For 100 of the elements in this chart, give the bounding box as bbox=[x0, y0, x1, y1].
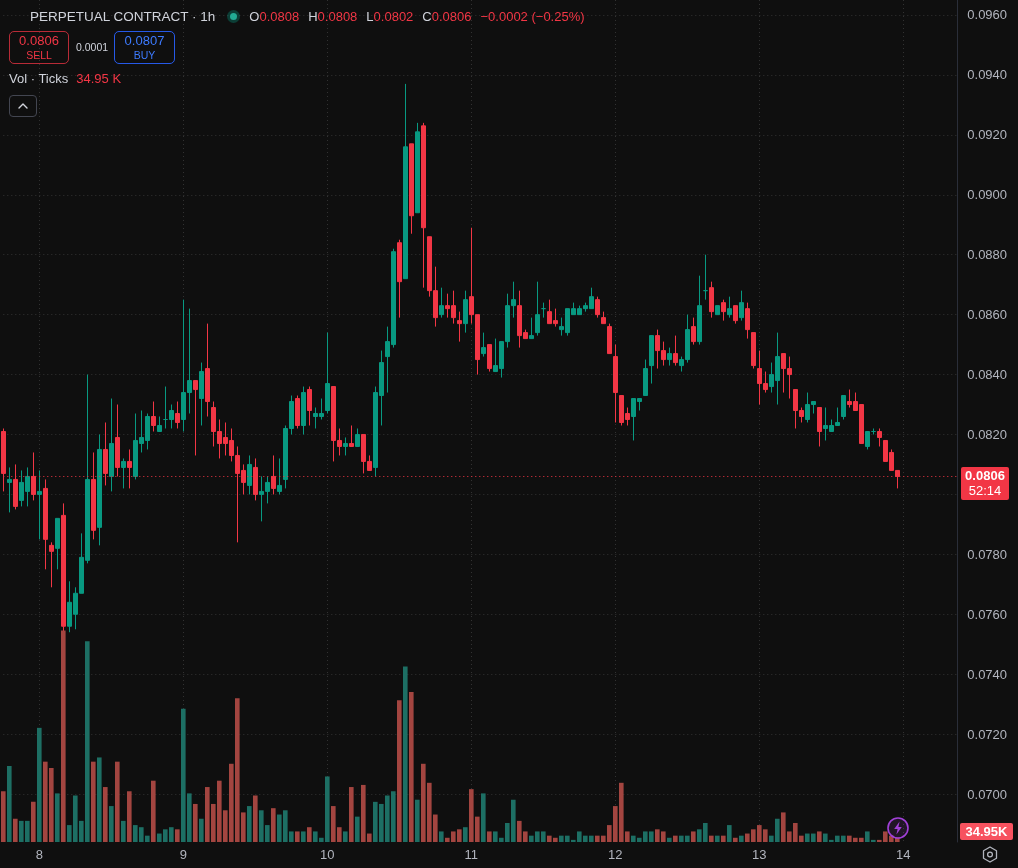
bar bbox=[409, 691, 414, 842]
candlestick bbox=[529, 317, 534, 340]
text: PERPETUAL CONTRACT · 1h bbox=[30, 9, 216, 24]
bar bbox=[1, 791, 6, 842]
bar bbox=[109, 806, 114, 842]
y-tick-label: 0.0740 bbox=[967, 666, 1008, 682]
bar bbox=[727, 825, 732, 842]
bar bbox=[151, 780, 156, 842]
bar bbox=[397, 700, 402, 842]
bar bbox=[127, 791, 132, 842]
bar bbox=[97, 757, 102, 842]
candlestick bbox=[865, 430, 870, 450]
candlestick bbox=[697, 275, 702, 346]
bar bbox=[253, 795, 258, 842]
candlestick bbox=[415, 122, 420, 214]
bar bbox=[61, 630, 66, 842]
candlestick bbox=[739, 290, 744, 322]
candlestick bbox=[463, 290, 468, 334]
candlestick bbox=[487, 344, 492, 373]
candlestick bbox=[121, 457, 126, 489]
y-tick-label: 0.0920 bbox=[967, 127, 1008, 143]
candlestick bbox=[745, 302, 750, 340]
annotation: 0.0802 bbox=[373, 9, 414, 24]
candlestick bbox=[115, 404, 120, 477]
candlestick bbox=[613, 344, 618, 423]
bar bbox=[739, 835, 744, 842]
candlestick bbox=[535, 281, 540, 337]
x-tick-label: 13 bbox=[752, 847, 767, 862]
bar bbox=[103, 787, 108, 842]
annotation: 34.95 K bbox=[76, 70, 122, 86]
bar bbox=[709, 835, 714, 842]
annotation: BUY bbox=[133, 49, 156, 62]
x-tick-label: 14 bbox=[896, 847, 911, 862]
bar bbox=[415, 799, 420, 842]
annotation: 0.0806 bbox=[19, 33, 59, 49]
candlestick bbox=[307, 386, 312, 426]
candlestick bbox=[205, 323, 210, 418]
candlestick bbox=[541, 302, 546, 319]
sell-button: 0.0806 SELL bbox=[9, 31, 69, 64]
bar bbox=[355, 816, 360, 842]
annotation: 0.0808 bbox=[259, 9, 300, 24]
buy-button: 0.0807 BUY bbox=[114, 31, 175, 64]
candlestick bbox=[607, 323, 612, 355]
annotation: SELL bbox=[26, 49, 52, 62]
price-tag: 0.0806 52:14 bbox=[961, 467, 1009, 501]
bar bbox=[193, 803, 198, 842]
bar bbox=[343, 831, 348, 842]
annotation: H bbox=[308, 9, 318, 24]
bar bbox=[247, 806, 252, 842]
bar bbox=[481, 793, 486, 842]
candlestick bbox=[421, 122, 426, 289]
chart-title: Vol · Ticks bbox=[9, 70, 69, 86]
y-tick-label: 0.0880 bbox=[967, 247, 1008, 263]
y-tick-label: 0.0820 bbox=[967, 426, 1008, 442]
candlestick bbox=[595, 296, 600, 319]
candlestick bbox=[55, 517, 60, 570]
bar bbox=[487, 831, 492, 842]
annotation: L bbox=[366, 9, 374, 24]
candlestick bbox=[397, 239, 402, 319]
bar bbox=[13, 818, 18, 842]
annotation: 0.0001 bbox=[76, 41, 109, 53]
candlestick bbox=[343, 436, 348, 456]
bar bbox=[121, 820, 126, 842]
candlestick bbox=[43, 478, 48, 570]
candlestick bbox=[295, 395, 300, 429]
candlestick bbox=[7, 466, 12, 513]
y-tick-label: 0.0940 bbox=[967, 67, 1008, 83]
candlestick bbox=[109, 398, 114, 492]
candlestick bbox=[37, 469, 42, 540]
candlestick bbox=[439, 287, 444, 319]
bar bbox=[199, 818, 204, 842]
candlestick bbox=[277, 457, 282, 495]
bar bbox=[175, 829, 180, 842]
candlestick bbox=[97, 433, 102, 546]
annotation: C bbox=[422, 9, 432, 24]
candlestick bbox=[151, 401, 156, 432]
bar bbox=[439, 831, 444, 842]
bar bbox=[817, 831, 822, 842]
bar bbox=[7, 765, 12, 842]
candlestick bbox=[703, 254, 708, 301]
x-tick-label: 10 bbox=[320, 847, 335, 862]
candlestick bbox=[481, 332, 486, 358]
bar bbox=[463, 827, 468, 842]
bar bbox=[403, 666, 408, 842]
candlestick bbox=[457, 311, 462, 343]
bar bbox=[349, 787, 354, 842]
candlestick bbox=[403, 83, 408, 280]
annotation: O bbox=[249, 9, 260, 24]
annotation: 0.0808 bbox=[317, 9, 358, 24]
y-tick-label: 0.0780 bbox=[967, 546, 1008, 562]
x-tick-label: 9 bbox=[179, 847, 187, 862]
bar bbox=[721, 835, 726, 842]
annotation: 0.0807 bbox=[124, 33, 165, 49]
bar bbox=[31, 801, 36, 842]
candlestick bbox=[727, 296, 732, 319]
candlestick bbox=[715, 305, 720, 316]
candlestick bbox=[643, 359, 648, 397]
candlestick bbox=[193, 380, 198, 456]
candlestick bbox=[817, 407, 822, 447]
annotation: 0.0806 bbox=[431, 9, 472, 24]
